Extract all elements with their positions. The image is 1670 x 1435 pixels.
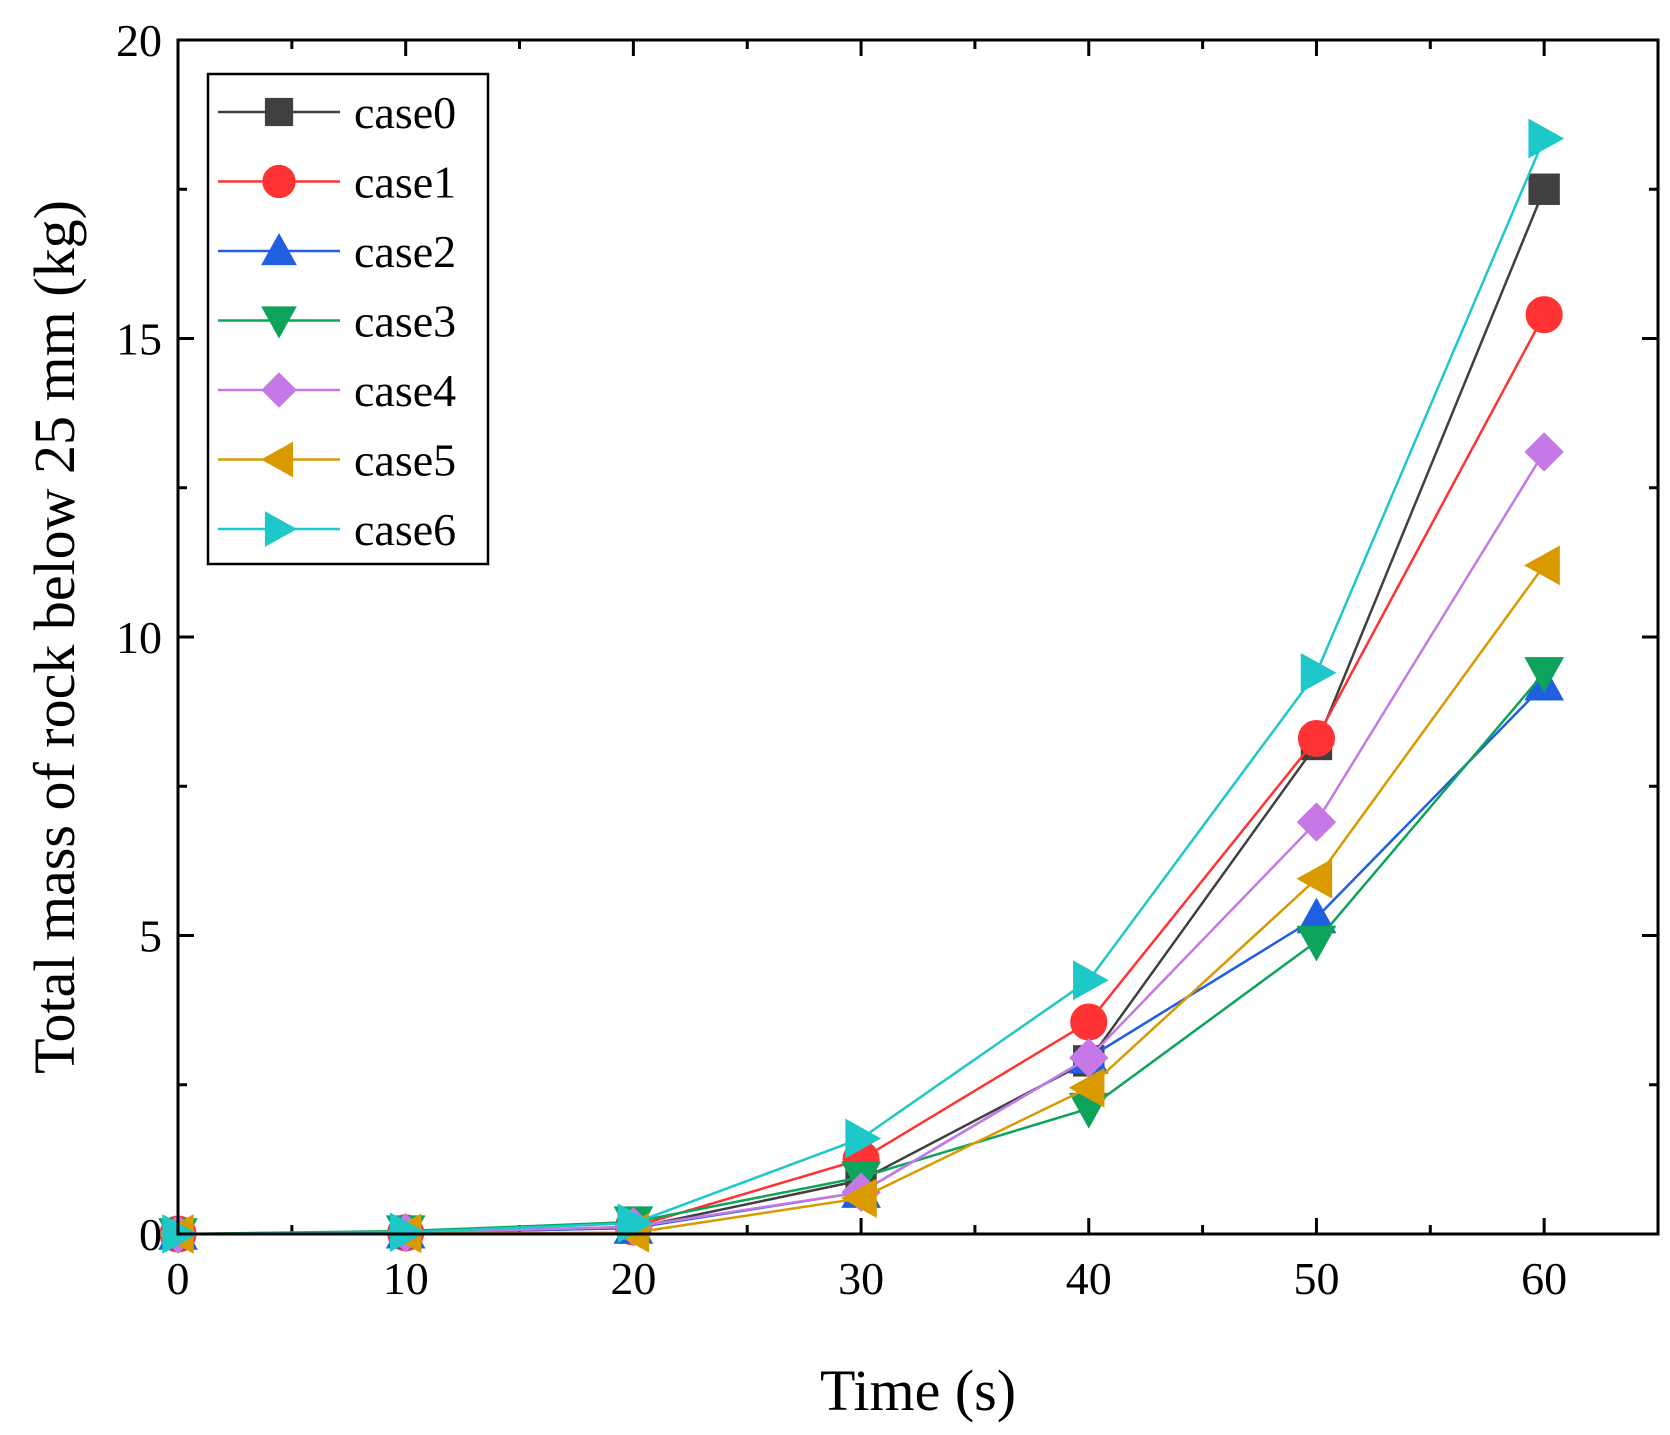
x-tick-label: 30	[838, 1253, 884, 1304]
y-axis-title: Total mass of rock below 25 mm (kg)	[22, 200, 87, 1074]
data-point-case5	[1524, 545, 1560, 586]
y-tick-label: 20	[116, 15, 162, 66]
legend-item-case1: case1	[218, 157, 456, 208]
x-tick-label: 0	[167, 1253, 190, 1304]
x-tick-label: 40	[1066, 1253, 1112, 1304]
y-tick-label: 15	[116, 314, 162, 365]
legend-item-case4: case4	[218, 365, 456, 416]
legend-item-case0: case0	[218, 87, 456, 138]
legend-label: case5	[354, 435, 456, 486]
x-tick-label: 10	[383, 1253, 429, 1304]
legend-label: case1	[354, 157, 456, 208]
x-tick-label: 20	[610, 1253, 656, 1304]
legend-label: case3	[354, 296, 456, 347]
legend-item-case5: case5	[218, 435, 456, 486]
legend-label: case0	[354, 87, 456, 138]
data-point-case6	[389, 1212, 426, 1253]
x-axis-title: Time (s)	[820, 1358, 1016, 1423]
data-point-case6	[1528, 118, 1565, 159]
legend-item-case2: case2	[218, 226, 456, 277]
data-point-case4	[1296, 802, 1337, 842]
series-layer	[157, 118, 1565, 1255]
legend-marker-case6	[264, 511, 298, 547]
x-tick-label: 60	[1521, 1253, 1567, 1304]
data-point-case0	[1528, 173, 1560, 205]
data-point-case6	[845, 1118, 882, 1159]
legend-marker-case4	[261, 372, 297, 408]
legend-marker-case2	[261, 232, 297, 266]
data-point-case4	[1524, 432, 1564, 472]
legend-label: case6	[354, 504, 456, 555]
data-point-case1	[1297, 719, 1336, 758]
data-point-case5	[841, 1178, 877, 1219]
legend-marker-case0	[264, 97, 294, 127]
y-tick-label: 5	[139, 911, 162, 962]
legend-marker-case3	[261, 306, 297, 339]
legend-label: case2	[354, 226, 456, 277]
legend-box	[206, 72, 490, 566]
data-point-case6	[1300, 652, 1337, 693]
legend-item-case6: case6	[218, 504, 456, 555]
plot-frame	[176, 38, 1660, 1236]
legend-marker-case1	[262, 164, 296, 199]
data-point-case1	[1525, 296, 1563, 334]
data-point-case5	[1296, 858, 1333, 899]
legend-marker-case5	[260, 441, 294, 478]
legend-label: case4	[354, 365, 456, 416]
data-point-case3	[1524, 657, 1565, 693]
tick-labels: 0 10 20 30 40 50 60 0 5 10 15 20	[116, 15, 1567, 1304]
y-tick-label: 10	[116, 612, 162, 663]
data-point-case3	[1296, 925, 1337, 962]
data-point-case1	[1070, 1003, 1108, 1041]
series-line-case4	[177, 451, 1546, 1236]
y-tick-label: 0	[139, 1209, 162, 1260]
legend: case0 case1 case2 case3 case4 case5 case6	[206, 72, 490, 566]
data-point-case6	[1073, 960, 1109, 1001]
x-tick-label: 50	[1293, 1253, 1339, 1304]
series-case3	[158, 657, 1565, 1255]
data-point-case5	[1068, 1067, 1105, 1108]
legend-item-case3: case3	[218, 296, 456, 347]
